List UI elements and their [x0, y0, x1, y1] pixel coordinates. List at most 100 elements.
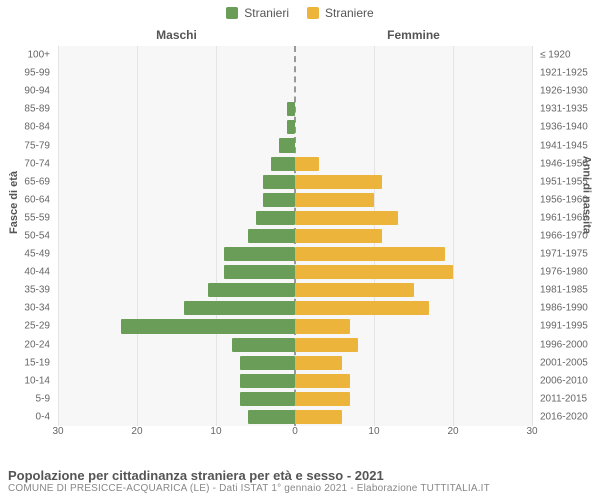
- ylabel-birth: 2016-2020: [540, 411, 588, 422]
- ylabel-birth: 1931-1935: [540, 104, 588, 115]
- ylabel-birth: 1966-1970: [540, 231, 588, 242]
- ylabel-age: 55-59: [24, 212, 50, 223]
- x-tick: 30: [52, 426, 63, 437]
- ylabel-birth: 1951-1955: [540, 176, 588, 187]
- ylabel-age: 10-14: [24, 375, 50, 386]
- ylabel-age: 15-19: [24, 357, 50, 368]
- ylabel-age: 70-74: [24, 158, 50, 169]
- bar-male: [256, 211, 295, 225]
- bar-male: [121, 319, 295, 333]
- chart-row: [58, 372, 532, 390]
- bar-female: [295, 374, 350, 388]
- ylabel-age: 50-54: [24, 231, 50, 242]
- ylabel-birth: 1971-1975: [540, 249, 588, 260]
- bar-female: [295, 193, 374, 207]
- bar-female: [295, 157, 319, 171]
- bar-female: [295, 319, 350, 333]
- ylabel-birth: 1921-1925: [540, 68, 588, 79]
- x-tick: 20: [131, 426, 142, 437]
- bar-male: [224, 265, 295, 279]
- ylabel-age: 35-39: [24, 285, 50, 296]
- ylabel-age: 100+: [27, 50, 50, 61]
- ylabel-age: 5-9: [36, 393, 50, 404]
- chart-row: [58, 155, 532, 173]
- chart-row: [58, 354, 532, 372]
- ylabel-age: 60-64: [24, 194, 50, 205]
- ylabel-age: 65-69: [24, 176, 50, 187]
- col-header-left: Maschi: [58, 28, 295, 46]
- ylabel-age: 45-49: [24, 249, 50, 260]
- legend-female: Straniere: [307, 6, 374, 20]
- x-tick: 10: [368, 426, 379, 437]
- bar-female: [295, 410, 342, 424]
- column-headers: Maschi Femmine: [58, 28, 532, 46]
- bar-male: [263, 193, 295, 207]
- chart-row: [58, 227, 532, 245]
- chart-row: [58, 263, 532, 281]
- ylabel-age: 20-24: [24, 339, 50, 350]
- bar-female: [295, 301, 429, 315]
- ylabel-age: 40-44: [24, 267, 50, 278]
- ylabel-birth: 2001-2005: [540, 357, 588, 368]
- chart-area: Maschi Femmine: [58, 28, 532, 448]
- bar-male: [232, 338, 295, 352]
- footer-title: Popolazione per cittadinanza straniera p…: [8, 468, 592, 483]
- ylabel-birth: 1936-1940: [540, 122, 588, 133]
- bar-female: [295, 356, 342, 370]
- legend-male-label: Stranieri: [244, 6, 289, 20]
- x-tick: 10: [210, 426, 221, 437]
- x-tick: 30: [526, 426, 537, 437]
- ylabel-birth: 1941-1945: [540, 140, 588, 151]
- bar-male: [208, 283, 295, 297]
- gridline: [532, 46, 533, 426]
- ylabel-age: 95-99: [24, 68, 50, 79]
- chart-row: [58, 100, 532, 118]
- footer-subtitle: COMUNE DI PRESICCE-ACQUARICA (LE) - Dati…: [8, 483, 592, 494]
- bar-female: [295, 247, 445, 261]
- chart-row: [58, 317, 532, 335]
- chart-row: [58, 173, 532, 191]
- chart-row: [58, 336, 532, 354]
- bar-male: [287, 102, 295, 116]
- plot: [58, 46, 532, 426]
- bar-male: [240, 374, 295, 388]
- bar-female: [295, 265, 453, 279]
- legend-male: Stranieri: [226, 6, 289, 20]
- chart-row: [58, 408, 532, 426]
- x-tick: 20: [447, 426, 458, 437]
- chart-row: [58, 118, 532, 136]
- chart-row: [58, 390, 532, 408]
- ylabel-age: 75-79: [24, 140, 50, 151]
- ylabel-age: 0-4: [36, 411, 50, 422]
- footer: Popolazione per cittadinanza straniera p…: [8, 468, 592, 494]
- chart-row: [58, 64, 532, 82]
- chart-row: [58, 209, 532, 227]
- bar-male: [240, 356, 295, 370]
- bar-female: [295, 338, 358, 352]
- col-header-right: Femmine: [295, 28, 532, 46]
- chart-row: [58, 299, 532, 317]
- ylabel-birth: 1991-1995: [540, 321, 588, 332]
- ylabel-birth: 1956-1960: [540, 194, 588, 205]
- ylabel-age: 25-29: [24, 321, 50, 332]
- ylabel-birth: 1996-2000: [540, 339, 588, 350]
- bar-male: [224, 247, 295, 261]
- legend-male-swatch: [226, 7, 238, 19]
- legend-female-label: Straniere: [325, 6, 374, 20]
- chart-row: [58, 46, 532, 64]
- legend: Stranieri Straniere: [0, 0, 600, 20]
- ylabel-birth: 2006-2010: [540, 375, 588, 386]
- ylabel-age: 90-94: [24, 86, 50, 97]
- chart-row: [58, 82, 532, 100]
- ylabel-birth: 1961-1965: [540, 212, 588, 223]
- ylabel-age: 85-89: [24, 104, 50, 115]
- bar-male: [248, 410, 295, 424]
- y-labels-birth: ≤ 19201921-19251926-19301931-19351936-19…: [536, 46, 600, 426]
- ylabel-birth: 1976-1980: [540, 267, 588, 278]
- bar-female: [295, 229, 382, 243]
- chart-row: [58, 191, 532, 209]
- ylabel-birth: 2011-2015: [540, 393, 587, 404]
- ylabel-birth: 1986-1990: [540, 303, 588, 314]
- ylabel-birth: 1926-1930: [540, 86, 588, 97]
- legend-female-swatch: [307, 7, 319, 19]
